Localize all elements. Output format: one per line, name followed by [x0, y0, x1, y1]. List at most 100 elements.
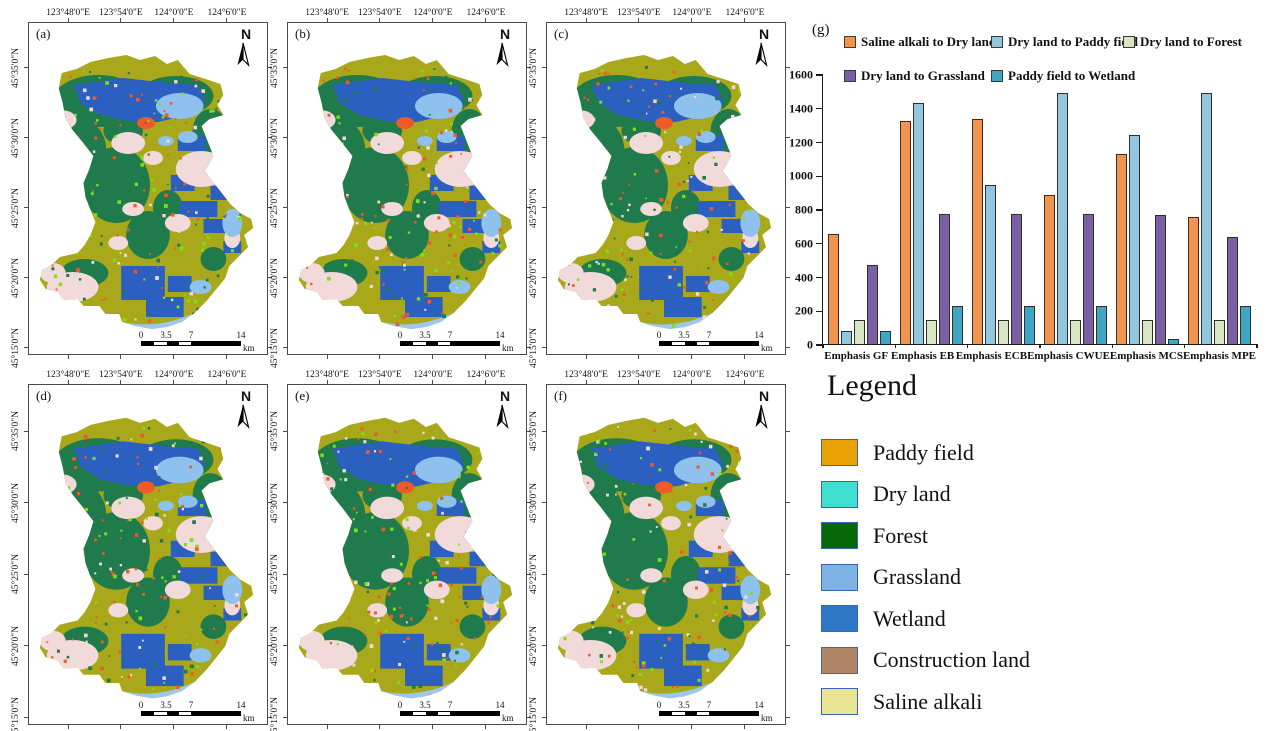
axis-tick [485, 355, 487, 359]
north-arrow-icon [755, 404, 768, 429]
axis-tick [744, 355, 746, 359]
latitude-tick-label: 45°15'0"N [529, 327, 539, 368]
chart-legend-item: Saline alkali to Dry land [844, 34, 996, 50]
scalebar-bar [141, 711, 241, 716]
axis-tick [283, 347, 287, 349]
axis-tick [786, 430, 790, 432]
axis-tick [432, 355, 434, 359]
latitude-tick-label: 45°30'0"N [270, 482, 280, 523]
map-frame: (f) N 0 3.5 7 14 km [546, 384, 786, 725]
axis-tick [542, 645, 546, 647]
map-legend-swatch [821, 605, 858, 633]
scalebar-unit: km [761, 713, 773, 723]
map-legend-label: Dry land [873, 481, 951, 507]
scalebar-tick-label: 7 [447, 700, 453, 710]
axis-tick [542, 430, 546, 432]
map-legend-item: Construction land [821, 640, 1030, 682]
bar [1168, 338, 1180, 344]
panel-letter: (e) [295, 388, 310, 403]
north-arrow-icon [496, 404, 509, 429]
x-axis-tick [894, 344, 896, 348]
axis-tick [226, 725, 228, 729]
scalebar-bar [659, 341, 759, 346]
bars-layer [823, 75, 1256, 344]
axis-tick [24, 207, 28, 209]
scalebar-unit: km [761, 343, 773, 353]
axis-tick [585, 725, 587, 729]
axis-tick [173, 725, 175, 729]
bar-group [1112, 75, 1184, 344]
scalebar-tick-label: 7 [447, 330, 453, 340]
north-label: N [499, 388, 511, 404]
chart-legend-item: Paddy field to Wetland [991, 68, 1135, 84]
latitude-tick-label: 45°20'0"N [529, 625, 539, 666]
map-legend-item: Paddy field [821, 432, 1030, 474]
latitude-tick-label: 45°15'0"N [270, 697, 280, 731]
map-panel-a: 123°48'0"E 123°54'0"E 124°0'0"E 124°6'0"E 45… [6, 8, 274, 368]
bar-chart-panel: (g) Saline alkali to Dry land Dry land to… [788, 14, 1267, 374]
axis-tick [226, 355, 228, 359]
axis-tick [24, 430, 28, 432]
axis-tick [542, 277, 546, 279]
land-use-map-image [39, 55, 254, 329]
axis-tick [173, 18, 175, 22]
latitude-tick-label: 45°20'0"N [11, 257, 21, 298]
axis-tick [527, 347, 531, 349]
longitude-tick-label: 123°54'0"E [617, 370, 661, 380]
y-axis-tick [816, 209, 823, 211]
land-use-map-image [39, 417, 254, 699]
x-axis-category-label: Emphasis MCS [1109, 350, 1183, 362]
axis-tick [283, 502, 287, 504]
axis-tick [432, 18, 434, 22]
axis-tick [527, 573, 531, 575]
axis-tick [283, 645, 287, 647]
latitude-tick-label: 45°35'0"N [270, 47, 280, 88]
y-axis-tick [816, 310, 823, 312]
y-axis-tick-label: 400 [795, 270, 813, 284]
north-arrow-icon [755, 42, 768, 67]
scalebar-tick-label: 3.5 [419, 700, 431, 710]
panel-letter: (d) [36, 388, 52, 403]
north-arrow: N [494, 27, 516, 67]
scalebar-tick-label: 7 [188, 700, 194, 710]
chart-legend-label: Paddy field to Wetland [1008, 68, 1136, 83]
axis-tick [527, 716, 531, 718]
bar [1083, 214, 1095, 344]
axis-tick [786, 207, 790, 209]
axis-tick [527, 207, 531, 209]
chart-legend-swatch [991, 36, 1003, 48]
map-legend-item: Wetland [821, 598, 1030, 640]
chart-legend-item: Dry land to Paddy field [991, 34, 1138, 50]
bar [1188, 217, 1200, 344]
axis-tick [379, 725, 381, 729]
map-legend-swatch [821, 480, 858, 508]
bar [1227, 236, 1239, 344]
latitude-tick-label: 45°25'0"N [529, 554, 539, 595]
longitude-tick-label: 124°0'0"E [154, 370, 194, 380]
x-axis-category-label: Emphasis MPE [1182, 350, 1256, 362]
chart-legend-label: Saline alkali to Dry land [861, 34, 997, 49]
latitude-tick-label: 45°35'0"N [529, 47, 539, 88]
axis-tick [283, 277, 287, 279]
axis-tick [485, 18, 487, 22]
latitude-tick-label: 45°25'0"N [11, 187, 21, 228]
axis-tick [67, 18, 69, 22]
y-axis-tick-label: 0 [807, 337, 813, 352]
axis-tick [585, 18, 587, 22]
bar [1142, 320, 1154, 344]
bar-group [895, 75, 967, 344]
north-arrow-icon [237, 404, 250, 429]
axis-tick [786, 573, 790, 575]
y-axis-tick-label: 600 [795, 236, 813, 251]
scale-bar: 0 3.5 7 14 km [398, 330, 518, 353]
bar [1010, 214, 1022, 344]
scalebar-tick-label: 14 [236, 700, 246, 710]
longitude-tick-label: 124°6'0"E [207, 8, 247, 18]
axis-tick [120, 18, 122, 22]
north-arrow-icon [496, 42, 509, 67]
axis-tick [226, 380, 228, 384]
bar [1240, 306, 1252, 344]
map-legend-label: Paddy field [873, 439, 974, 465]
axis-tick [268, 430, 272, 432]
bar [840, 331, 852, 344]
